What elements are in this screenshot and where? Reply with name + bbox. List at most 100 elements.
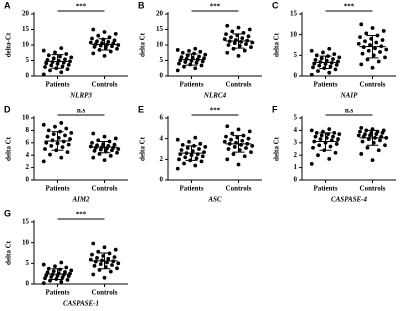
x-tick-label: Patients (179, 185, 203, 193)
data-point (314, 130, 319, 135)
data-point (91, 131, 96, 136)
data-point (95, 256, 99, 260)
data-point (246, 136, 251, 141)
data-point (115, 46, 119, 51)
y-tick-label: 8 (26, 126, 30, 134)
data-point (383, 143, 387, 148)
data-point (69, 130, 74, 135)
data-point (313, 57, 318, 62)
data-point (66, 62, 71, 67)
y-tick-label: 15 (22, 25, 30, 33)
y-tick-label: 0 (160, 72, 164, 80)
data-point (45, 57, 50, 62)
data-point (92, 148, 97, 153)
data-point (333, 67, 338, 72)
data-point (376, 148, 381, 153)
data-point (187, 139, 191, 144)
data-point (242, 154, 247, 159)
y-tick-label: 0 (294, 72, 298, 80)
data-point (65, 150, 70, 155)
data-point (96, 33, 101, 38)
data-point (46, 53, 51, 58)
significance-label: *** (76, 3, 87, 11)
data-point (50, 138, 55, 143)
data-point (356, 41, 361, 46)
data-point (358, 129, 362, 134)
data-point (43, 65, 47, 69)
data-point (240, 36, 245, 41)
data-point (43, 276, 47, 281)
y-tick-label: 10 (22, 114, 30, 122)
x-tick-label: Patients (313, 185, 337, 193)
data-point (116, 43, 121, 47)
data-point (203, 145, 208, 149)
x-axis-label: CASPASE-1 (63, 300, 99, 308)
data-point (175, 137, 180, 142)
data-point (107, 35, 112, 40)
data-point (106, 40, 111, 44)
y-axis-label: delta Ct (139, 136, 147, 161)
sd-bar (98, 38, 111, 51)
data-point (327, 127, 332, 132)
data-point (90, 140, 94, 145)
y-axis-label: delta Ct (273, 32, 281, 57)
data-point (328, 144, 333, 149)
data-point (108, 153, 113, 158)
data-point (236, 127, 241, 132)
data-point (102, 53, 107, 58)
data-point (182, 64, 186, 69)
data-point (175, 68, 180, 73)
y-tick-label: 5 (294, 51, 298, 59)
x-tick-label: Patients (45, 81, 69, 89)
data-point (49, 63, 54, 68)
data-point (317, 63, 322, 68)
y-tick-label: 15 (290, 10, 298, 18)
data-point (61, 139, 66, 144)
data-point (45, 134, 50, 139)
data-point (98, 262, 103, 267)
x-axis-label: NLRP3 (69, 92, 92, 100)
significance-label: *** (344, 3, 355, 11)
data-point (336, 59, 340, 64)
data-point (232, 145, 237, 149)
data-point (236, 25, 241, 30)
data-point (177, 61, 181, 66)
data-point (95, 143, 99, 148)
x-axis-label: ASC (207, 196, 222, 204)
data-point (222, 37, 227, 42)
data-point (240, 138, 245, 143)
y-tick-label: 0 (26, 176, 30, 184)
data-point (90, 252, 94, 257)
data-point (247, 27, 252, 32)
data-point (309, 161, 314, 166)
y-tick-label: 20 (22, 10, 30, 18)
x-tick-label: Controls (226, 185, 252, 193)
data-point (250, 144, 255, 148)
data-point (193, 66, 198, 71)
data-point (41, 122, 46, 127)
significance-label: *** (210, 107, 221, 115)
data-point (225, 50, 230, 55)
data-point (113, 31, 118, 36)
data-point (203, 52, 208, 57)
data-point (381, 29, 386, 33)
data-point (334, 142, 339, 146)
sd-bar (51, 131, 64, 151)
data-point (64, 126, 69, 131)
x-tick-label: Patients (45, 185, 69, 193)
sd-bar (51, 54, 64, 69)
x-tick-label: Controls (92, 289, 118, 297)
data-point (356, 133, 361, 138)
sd-bar (98, 141, 111, 154)
data-point (58, 267, 62, 272)
y-tick-label: 10 (290, 30, 298, 38)
x-axis-label: AIM2 (71, 196, 90, 204)
data-point (381, 128, 386, 133)
data-point (229, 137, 233, 142)
data-point (59, 280, 64, 284)
data-point (59, 70, 64, 75)
data-point (41, 48, 46, 53)
data-point (90, 36, 94, 41)
data-point (250, 40, 255, 45)
